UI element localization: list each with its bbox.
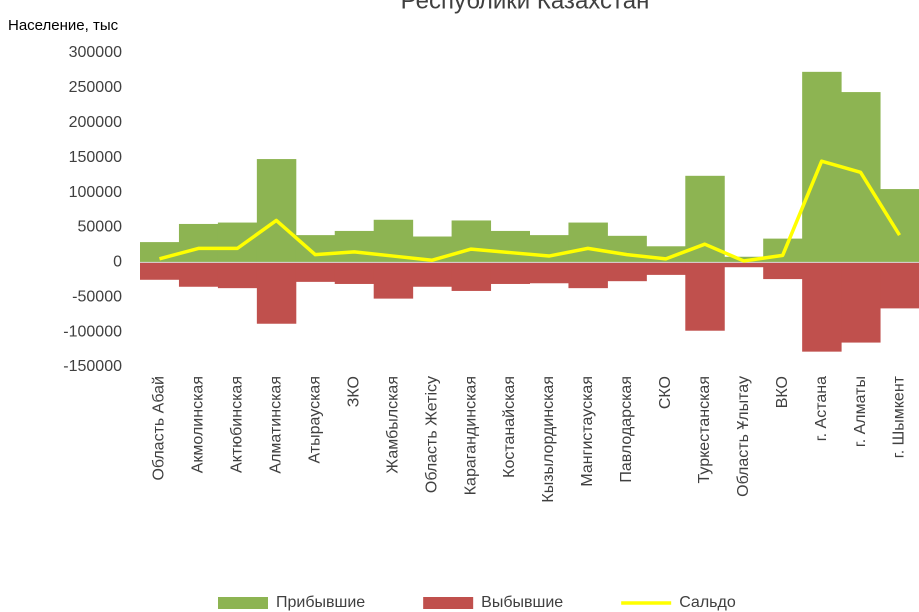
bar (140, 262, 180, 280)
y-tick-label: -100000 (63, 323, 122, 340)
bar (295, 262, 336, 282)
bar (451, 220, 492, 263)
bar (568, 222, 608, 263)
bar (490, 262, 530, 284)
bar (373, 262, 414, 299)
y-tick-label: 200000 (69, 114, 122, 131)
bar (763, 262, 803, 280)
legend-label: Выбывшие (481, 594, 563, 611)
x-tick-label: Область Жетісу (423, 376, 440, 493)
bar (802, 71, 842, 263)
y-tick-label: 250000 (69, 79, 122, 96)
bar (880, 262, 919, 309)
y-tick-label: -50000 (72, 288, 122, 305)
x-tick-label: Костанайская (501, 376, 518, 478)
bar (334, 230, 375, 263)
x-tick-label: Алматинская (268, 376, 285, 474)
bar (607, 235, 647, 263)
bar (529, 235, 569, 263)
x-tick-label: Акмолинская (190, 376, 207, 473)
bar (256, 159, 297, 263)
bar (841, 262, 881, 343)
bar (295, 235, 336, 263)
x-tick-label: ВКО (774, 376, 791, 408)
x-tick-label: Жамбылская (384, 376, 401, 474)
x-tick-label: СКО (657, 376, 674, 409)
legend-swatch (218, 597, 268, 609)
x-tick-label: Область Абай (151, 376, 168, 481)
bar (607, 262, 647, 282)
bar (490, 230, 530, 263)
bar (451, 262, 492, 291)
x-tick-label: Атырауская (306, 376, 323, 464)
legend-label: Сальдо (679, 594, 736, 611)
bar (802, 262, 842, 352)
y-tick-label: -150000 (63, 358, 122, 375)
y-tick-label: 300000 (69, 44, 122, 61)
x-tick-label: г. Алматы (852, 376, 869, 447)
bar (529, 262, 569, 284)
bar (178, 223, 219, 263)
x-tick-label: Карагандинская (462, 376, 479, 495)
y-axis-label: Население, тыс (8, 17, 119, 34)
y-tick-label: 150000 (69, 149, 122, 166)
x-tick-label: Павлодарская (618, 376, 635, 483)
x-tick-label: ЗКО (345, 376, 362, 407)
legend-swatch (423, 597, 474, 609)
y-tick-label: 100000 (69, 184, 122, 201)
bar (646, 262, 686, 275)
x-tick-label: Актюбинская (229, 376, 246, 473)
bar (334, 262, 375, 284)
x-tick-label: Область Ұлытау (735, 376, 752, 497)
bar (724, 262, 764, 268)
bar (568, 262, 608, 289)
y-tick-label: 0 (113, 254, 122, 271)
chart-title: Республики Казахстан (401, 0, 650, 14)
bar (880, 189, 919, 263)
bar (217, 222, 258, 263)
x-tick-label: Кызылординская (540, 376, 557, 503)
legend-label: Прибывшие (276, 594, 365, 611)
x-tick-label: Туркестанская (696, 376, 713, 483)
bar (412, 262, 453, 287)
bar (217, 262, 258, 289)
x-tick-label: г. Астана (813, 376, 830, 441)
x-tick-label: г. Шымкент (891, 375, 908, 458)
bar (256, 262, 297, 324)
bar (178, 262, 219, 287)
bar (685, 262, 725, 331)
x-tick-label: Мангистауская (579, 376, 596, 487)
bar (841, 92, 881, 263)
line (159, 159, 902, 263)
y-tick-label: 50000 (78, 219, 123, 236)
